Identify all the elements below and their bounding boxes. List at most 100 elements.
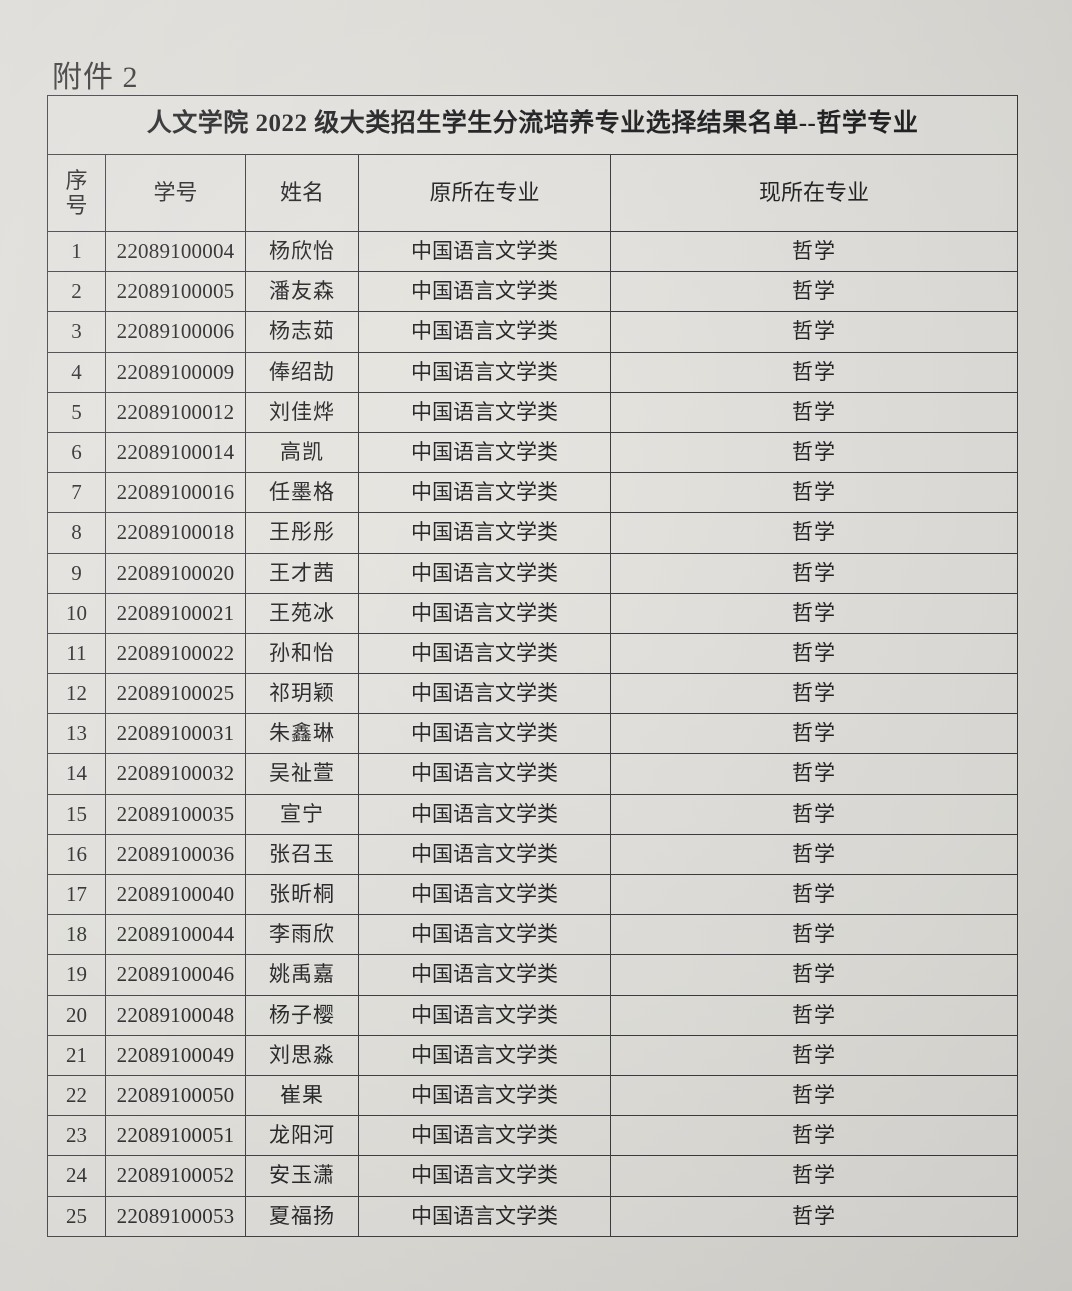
row-index: 5 — [47, 391, 106, 433]
table-row: 5 22089100012 刘佳烨 中国语言文学类 哲学 — [47, 391, 1019, 433]
row-current-major: 哲学 — [609, 914, 1019, 956]
row-index: 14 — [47, 753, 106, 795]
row-student-id: 22089100044 — [105, 914, 246, 956]
row-index: 23 — [47, 1115, 106, 1157]
table-row: 10 22089100021 王苑冰 中国语言文学类 哲学 — [47, 592, 1019, 634]
row-current-major: 哲学 — [609, 552, 1019, 594]
row-original-major: 中国语言文学类 — [358, 552, 611, 594]
row-student-id: 22089100046 — [105, 954, 246, 996]
row-original-major: 中国语言文学类 — [358, 1155, 611, 1197]
row-student-id: 22089100050 — [105, 1074, 246, 1117]
row-index: 21 — [47, 1034, 106, 1076]
row-name: 任墨格 — [245, 472, 359, 514]
row-current-major: 哲学 — [609, 873, 1019, 916]
row-name: 宣宁 — [245, 793, 359, 835]
row-original-major: 中国语言文学类 — [358, 391, 611, 433]
row-student-id: 22089100016 — [105, 472, 246, 514]
row-index: 13 — [47, 713, 106, 755]
row-current-major: 哲学 — [609, 391, 1019, 433]
row-index: 9 — [47, 552, 106, 594]
row-name: 崔果 — [245, 1074, 359, 1117]
row-current-major: 哲学 — [609, 954, 1019, 996]
row-original-major: 中国语言文学类 — [358, 311, 611, 353]
row-name: 朱鑫琳 — [245, 713, 359, 755]
table-row: 15 22089100035 宣宁 中国语言文学类 哲学 — [47, 793, 1019, 835]
row-index: 17 — [47, 873, 106, 916]
row-name: 祁玥颖 — [245, 673, 359, 715]
attachment-label: 附件 2 — [52, 61, 139, 94]
row-name: 刘佳烨 — [245, 391, 359, 433]
row-current-major: 哲学 — [609, 1155, 1019, 1197]
row-name: 俸绍劼 — [245, 351, 359, 393]
table-row: 2 22089100005 潘友森 中国语言文学类 哲学 — [47, 271, 1019, 313]
row-name: 刘思淼 — [245, 1034, 359, 1076]
row-current-major: 哲学 — [609, 1195, 1019, 1237]
row-current-major: 哲学 — [609, 351, 1019, 393]
row-student-id: 22089100025 — [105, 673, 246, 715]
table-row: 22 22089100050 崔果 中国语言文学类 哲学 — [47, 1074, 1019, 1117]
table-row: 7 22089100016 任墨格 中国语言文学类 哲学 — [47, 472, 1019, 514]
row-student-id: 22089100053 — [105, 1195, 246, 1237]
row-index: 24 — [47, 1155, 106, 1197]
row-name: 潘友森 — [245, 271, 359, 313]
row-original-major: 中国语言文学类 — [358, 431, 611, 474]
row-original-major: 中国语言文学类 — [358, 673, 611, 715]
row-index: 3 — [47, 311, 106, 353]
row-name: 龙阳河 — [245, 1115, 359, 1157]
row-original-major: 中国语言文学类 — [358, 833, 611, 876]
row-original-major: 中国语言文学类 — [358, 1074, 611, 1117]
row-name: 安玉潇 — [245, 1155, 359, 1197]
row-current-major: 哲学 — [609, 472, 1019, 514]
table-row: 11 22089100022 孙和怡 中国语言文学类 哲学 — [47, 632, 1019, 675]
index-header-line-2: 号 — [65, 193, 88, 218]
row-original-major: 中国语言文学类 — [358, 351, 611, 393]
row-name: 孙和怡 — [245, 632, 359, 675]
row-index: 4 — [47, 351, 106, 393]
row-name: 夏福扬 — [245, 1195, 359, 1237]
table-row: 18 22089100044 李雨欣 中国语言文学类 哲学 — [47, 914, 1019, 956]
row-student-id: 22089100051 — [105, 1115, 246, 1157]
row-original-major: 中国语言文学类 — [358, 1115, 611, 1157]
table-row: 12 22089100025 祁玥颖 中国语言文学类 哲学 — [47, 673, 1019, 715]
row-student-id: 22089100012 — [105, 391, 246, 433]
row-index: 8 — [47, 512, 106, 554]
row-index: 18 — [47, 914, 106, 956]
table-title: 人文学院 2022 级大类招生学生分流培养专业选择结果名单--哲学专业 — [46, 95, 1019, 155]
row-student-id: 22089100006 — [105, 311, 246, 353]
row-index: 22 — [47, 1074, 106, 1117]
row-student-id: 22089100022 — [105, 632, 246, 675]
row-student-id: 22089100005 — [105, 271, 246, 313]
row-current-major: 哲学 — [609, 833, 1019, 876]
row-original-major: 中国语言文学类 — [358, 713, 611, 755]
row-index: 1 — [47, 230, 106, 273]
row-index: 11 — [47, 632, 106, 675]
row-original-major: 中国语言文学类 — [358, 592, 611, 634]
row-name: 王彤彤 — [245, 512, 359, 554]
row-current-major: 哲学 — [609, 1034, 1019, 1076]
row-original-major: 中国语言文学类 — [358, 1034, 611, 1076]
row-student-id: 22089100032 — [105, 753, 246, 795]
table-row: 8 22089100018 王彤彤 中国语言文学类 哲学 — [47, 512, 1019, 554]
row-student-id: 22089100052 — [105, 1155, 246, 1197]
row-index: 12 — [47, 673, 106, 715]
row-student-id: 22089100018 — [105, 512, 246, 554]
row-original-major: 中国语言文学类 — [358, 632, 611, 675]
row-index: 19 — [47, 954, 106, 996]
row-original-major: 中国语言文学类 — [358, 994, 611, 1036]
index-header-line-1: 序 — [65, 167, 88, 193]
table-header-row: 序 号 学号 姓名 原所在专业 现所在专业 — [47, 154, 1019, 232]
row-name: 杨志茹 — [245, 311, 359, 353]
row-current-major: 哲学 — [609, 1074, 1019, 1117]
row-student-id: 22089100004 — [105, 230, 246, 273]
row-current-major: 哲学 — [609, 512, 1019, 554]
table-row: 1 22089100004 杨欣怡 中国语言文学类 哲学 — [47, 230, 1019, 273]
table-row: 19 22089100046 姚禹嘉 中国语言文学类 哲学 — [47, 954, 1019, 996]
row-name: 杨欣怡 — [245, 230, 359, 273]
table-row: 14 22089100032 吴祉萱 中国语言文学类 哲学 — [47, 753, 1019, 795]
row-current-major: 哲学 — [609, 673, 1019, 715]
row-student-id: 22089100020 — [105, 552, 246, 594]
table-row: 9 22089100020 王才茜 中国语言文学类 哲学 — [47, 552, 1019, 594]
table-row: 25 22089100053 夏福扬 中国语言文学类 哲学 — [47, 1195, 1019, 1237]
table-row: 16 22089100036 张召玉 中国语言文学类 哲学 — [47, 833, 1019, 876]
